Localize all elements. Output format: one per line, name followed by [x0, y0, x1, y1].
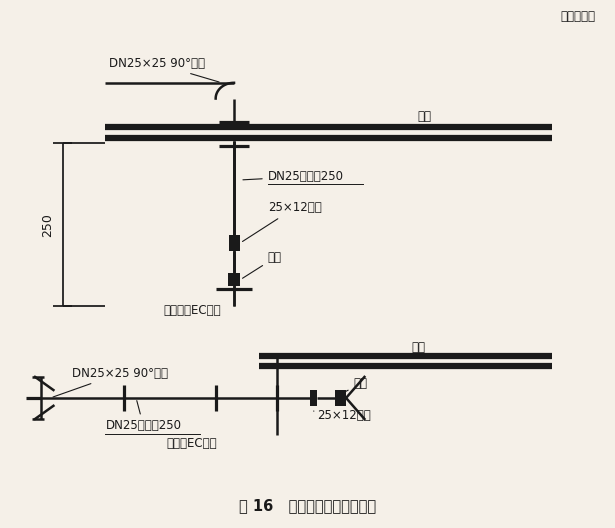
Bar — [335, 390, 346, 406]
Text: DN25，管长250: DN25，管长250 — [243, 170, 344, 183]
Text: 吊顶: 吊顶 — [418, 110, 432, 122]
Text: 250: 250 — [41, 213, 54, 237]
Text: 单位为毫米: 单位为毫米 — [560, 10, 595, 23]
Text: DN25，管长250: DN25，管长250 — [105, 401, 181, 432]
Text: 25×12变径: 25×12变径 — [242, 202, 322, 241]
Bar — [310, 390, 317, 406]
Bar — [229, 235, 240, 251]
Text: 吊顶: 吊顶 — [411, 341, 426, 354]
Text: 25×12变径: 25×12变径 — [314, 409, 370, 422]
Text: DN25×25 90°弯头: DN25×25 90°弯头 — [53, 367, 168, 397]
Text: 喷头: 喷头 — [341, 378, 367, 394]
Text: 喷头: 喷头 — [242, 251, 282, 278]
Text: 非边墙型EC喷头: 非边墙型EC喷头 — [164, 304, 221, 317]
Text: 边墙型EC喷头: 边墙型EC喷头 — [167, 437, 217, 450]
Text: DN25×25 90°弯头: DN25×25 90°弯头 — [108, 57, 219, 82]
Text: 图 16   灭木垛火试验管路布置: 图 16 灭木垛火试验管路布置 — [239, 498, 376, 513]
Bar — [228, 273, 240, 286]
